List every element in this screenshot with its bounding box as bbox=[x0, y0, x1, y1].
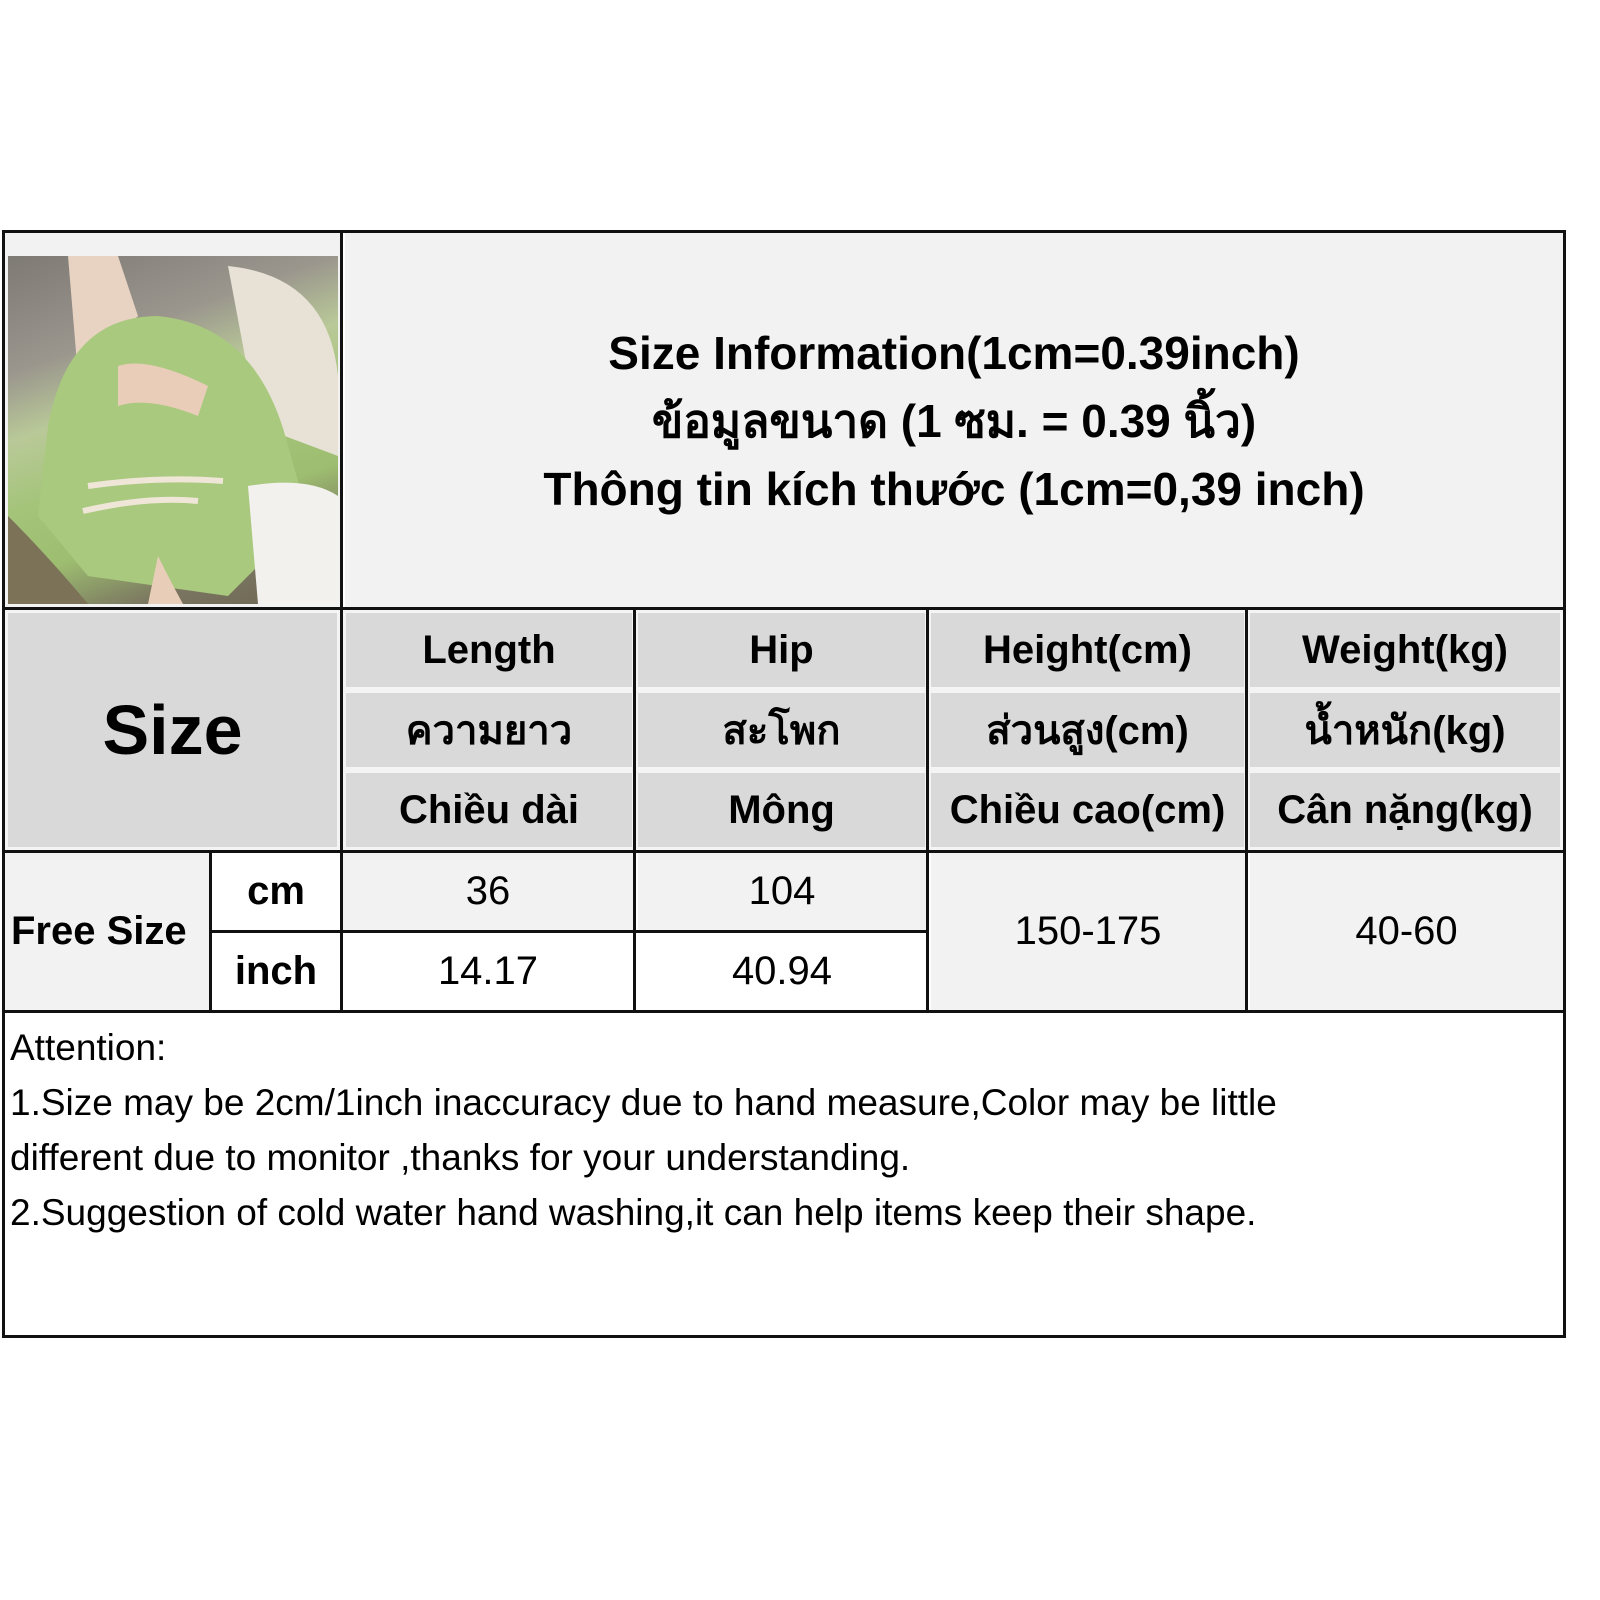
attention-line-2: 2.Suggestion of cold water hand washing,… bbox=[10, 1192, 1257, 1233]
col-length-en: Length bbox=[343, 610, 635, 690]
weight-range: 40-60 bbox=[1250, 853, 1563, 1010]
divider bbox=[2, 850, 1566, 853]
col-weight-vi: Cân nặng(kg) bbox=[1247, 770, 1563, 850]
col-hip-th: สะโพก bbox=[635, 690, 928, 770]
size-name: Free Size bbox=[5, 853, 210, 1010]
attention-line-1: 1.Size may be 2cm/1inch inaccuracy due t… bbox=[10, 1082, 1277, 1123]
unit-cm: cm bbox=[212, 853, 340, 930]
hip-inch: 40.94 bbox=[638, 933, 926, 1010]
divider bbox=[340, 230, 343, 1012]
divider bbox=[633, 608, 636, 1012]
col-length-th: ความยาว bbox=[343, 690, 635, 770]
divider bbox=[1245, 608, 1248, 1012]
divider bbox=[926, 608, 929, 1012]
height-range: 150-175 bbox=[931, 853, 1245, 1010]
col-hip-en: Hip bbox=[635, 610, 928, 690]
size-header: Size bbox=[5, 610, 340, 850]
col-weight-th: น้ำหนัก(kg) bbox=[1247, 690, 1563, 770]
attention-line-1b: different due to monitor ,thanks for you… bbox=[10, 1137, 911, 1178]
unit-inch: inch bbox=[212, 933, 340, 1010]
page-title: Size Information(1cm=0.39inch) ข้อมูลขนา… bbox=[345, 233, 1563, 608]
size-chart-frame bbox=[2, 230, 1566, 1338]
length-cm: 36 bbox=[343, 853, 633, 930]
shorts-illustration bbox=[8, 256, 338, 604]
attention-heading: Attention: bbox=[10, 1027, 167, 1068]
length-inch: 14.17 bbox=[343, 933, 633, 1010]
col-height-en: Height(cm) bbox=[928, 610, 1247, 690]
col-hip-vi: Mông bbox=[635, 770, 928, 850]
divider bbox=[209, 930, 929, 933]
title-th: ข้อมูลขนาด (1 ซม. = 0.39 นิ้ว) bbox=[651, 394, 1257, 447]
title-en: Size Information(1cm=0.39inch) bbox=[608, 326, 1300, 379]
attention-notes: Attention: 1.Size may be 2cm/1inch inacc… bbox=[10, 1020, 1550, 1240]
divider bbox=[2, 607, 1566, 610]
col-weight-en: Weight(kg) bbox=[1247, 610, 1563, 690]
hip-cm: 104 bbox=[638, 853, 926, 930]
col-height-th: ส่วนสูง(cm) bbox=[928, 690, 1247, 770]
col-length-vi: Chiều dài bbox=[343, 770, 635, 850]
col-height-vi: Chiều cao(cm) bbox=[928, 770, 1247, 850]
divider bbox=[2, 1010, 1566, 1013]
product-photo bbox=[8, 256, 338, 604]
title-vi: Thông tin kích thước (1cm=0,39 inch) bbox=[543, 462, 1365, 515]
